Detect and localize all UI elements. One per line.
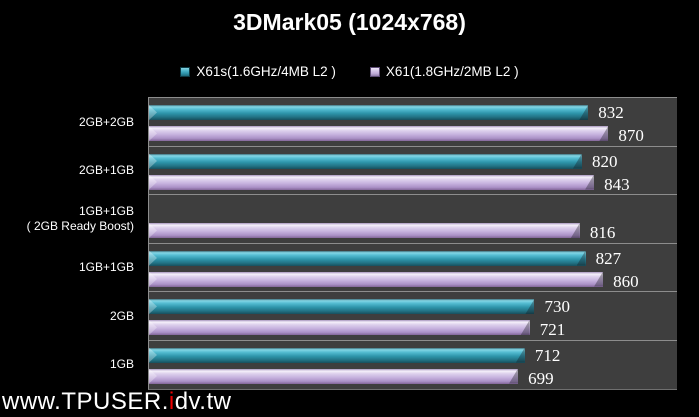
category-label: 2GB+1GB xyxy=(78,163,134,178)
watermark-prefix: www.TPUSER. xyxy=(2,388,169,415)
legend-item-x61s: X61s(1.6GHz/4MB L2 ) xyxy=(180,64,336,79)
category-label: 1GB xyxy=(109,357,134,372)
bar-value-label: 721 xyxy=(539,320,566,339)
chart-row: 832 870 xyxy=(149,98,677,147)
chart-row: 712 699 xyxy=(149,341,677,390)
category-label: 2GB xyxy=(109,308,134,323)
chart-row: 730 721 xyxy=(149,292,677,341)
bar-x61s xyxy=(149,347,525,363)
bar-value-label: 712 xyxy=(534,345,561,365)
legend-item-x61: X61(1.8GHz/2MB L2 ) xyxy=(369,64,519,79)
legend: X61s(1.6GHz/4MB L2 ) X61(1.8GHz/2MB L2 ) xyxy=(0,64,699,79)
bar-x61 xyxy=(149,368,519,384)
bar-value-label: 827 xyxy=(595,248,622,268)
bar-x61s xyxy=(149,299,535,314)
legend-label-x61: X61(1.8GHz/2MB L2 ) xyxy=(385,64,519,79)
bar-value-label: 699 xyxy=(528,368,554,388)
bar-x61s xyxy=(149,105,589,120)
category-label: 1GB+1GB( 2GB Ready Boost) xyxy=(26,204,134,234)
legend-label-x61s: X61s(1.6GHz/4MB L2 ) xyxy=(196,64,336,79)
chart-title: 3DMark05 (1024x768) xyxy=(233,9,466,35)
bar-x61 xyxy=(149,126,609,141)
chart-row: 820 843 xyxy=(149,147,677,195)
watermark: www.TPUSER.idv.tw xyxy=(2,388,231,416)
bar-value-label: 843 xyxy=(604,174,630,194)
plot-area: 832 870 820 843 816 827 860 730 721 712 699 xyxy=(148,97,677,390)
bar-value-label: 832 xyxy=(598,103,624,122)
watermark-suffix: dv.tw xyxy=(174,388,232,415)
legend-swatch-purple-icon xyxy=(369,66,380,77)
bar-value-label: 820 xyxy=(591,151,618,171)
chart-row: 816 xyxy=(149,195,677,244)
category-label: 1GB+1GB xyxy=(78,260,134,275)
legend-swatch-teal-icon xyxy=(180,66,191,77)
bar-x61s xyxy=(149,250,586,266)
bar-x61 xyxy=(149,174,595,190)
chart-row: 827 860 xyxy=(149,244,677,292)
bar-value-label: 730 xyxy=(544,297,570,316)
bar-x61 xyxy=(149,320,530,335)
category-label: 2GB+2GB xyxy=(78,114,134,129)
category-axis: 2GB+2GB 2GB+1GB 1GB+1GB( 2GB Ready Boost) 1… xyxy=(0,97,141,390)
watermark-highlight: i xyxy=(168,388,175,415)
bar-value-label: 860 xyxy=(613,271,639,291)
bar-x61s xyxy=(149,153,582,169)
bar-x61 xyxy=(149,223,580,238)
bar-value-label: 816 xyxy=(589,223,616,242)
bar-value-label: 870 xyxy=(618,126,644,145)
bar-x61 xyxy=(149,271,604,287)
